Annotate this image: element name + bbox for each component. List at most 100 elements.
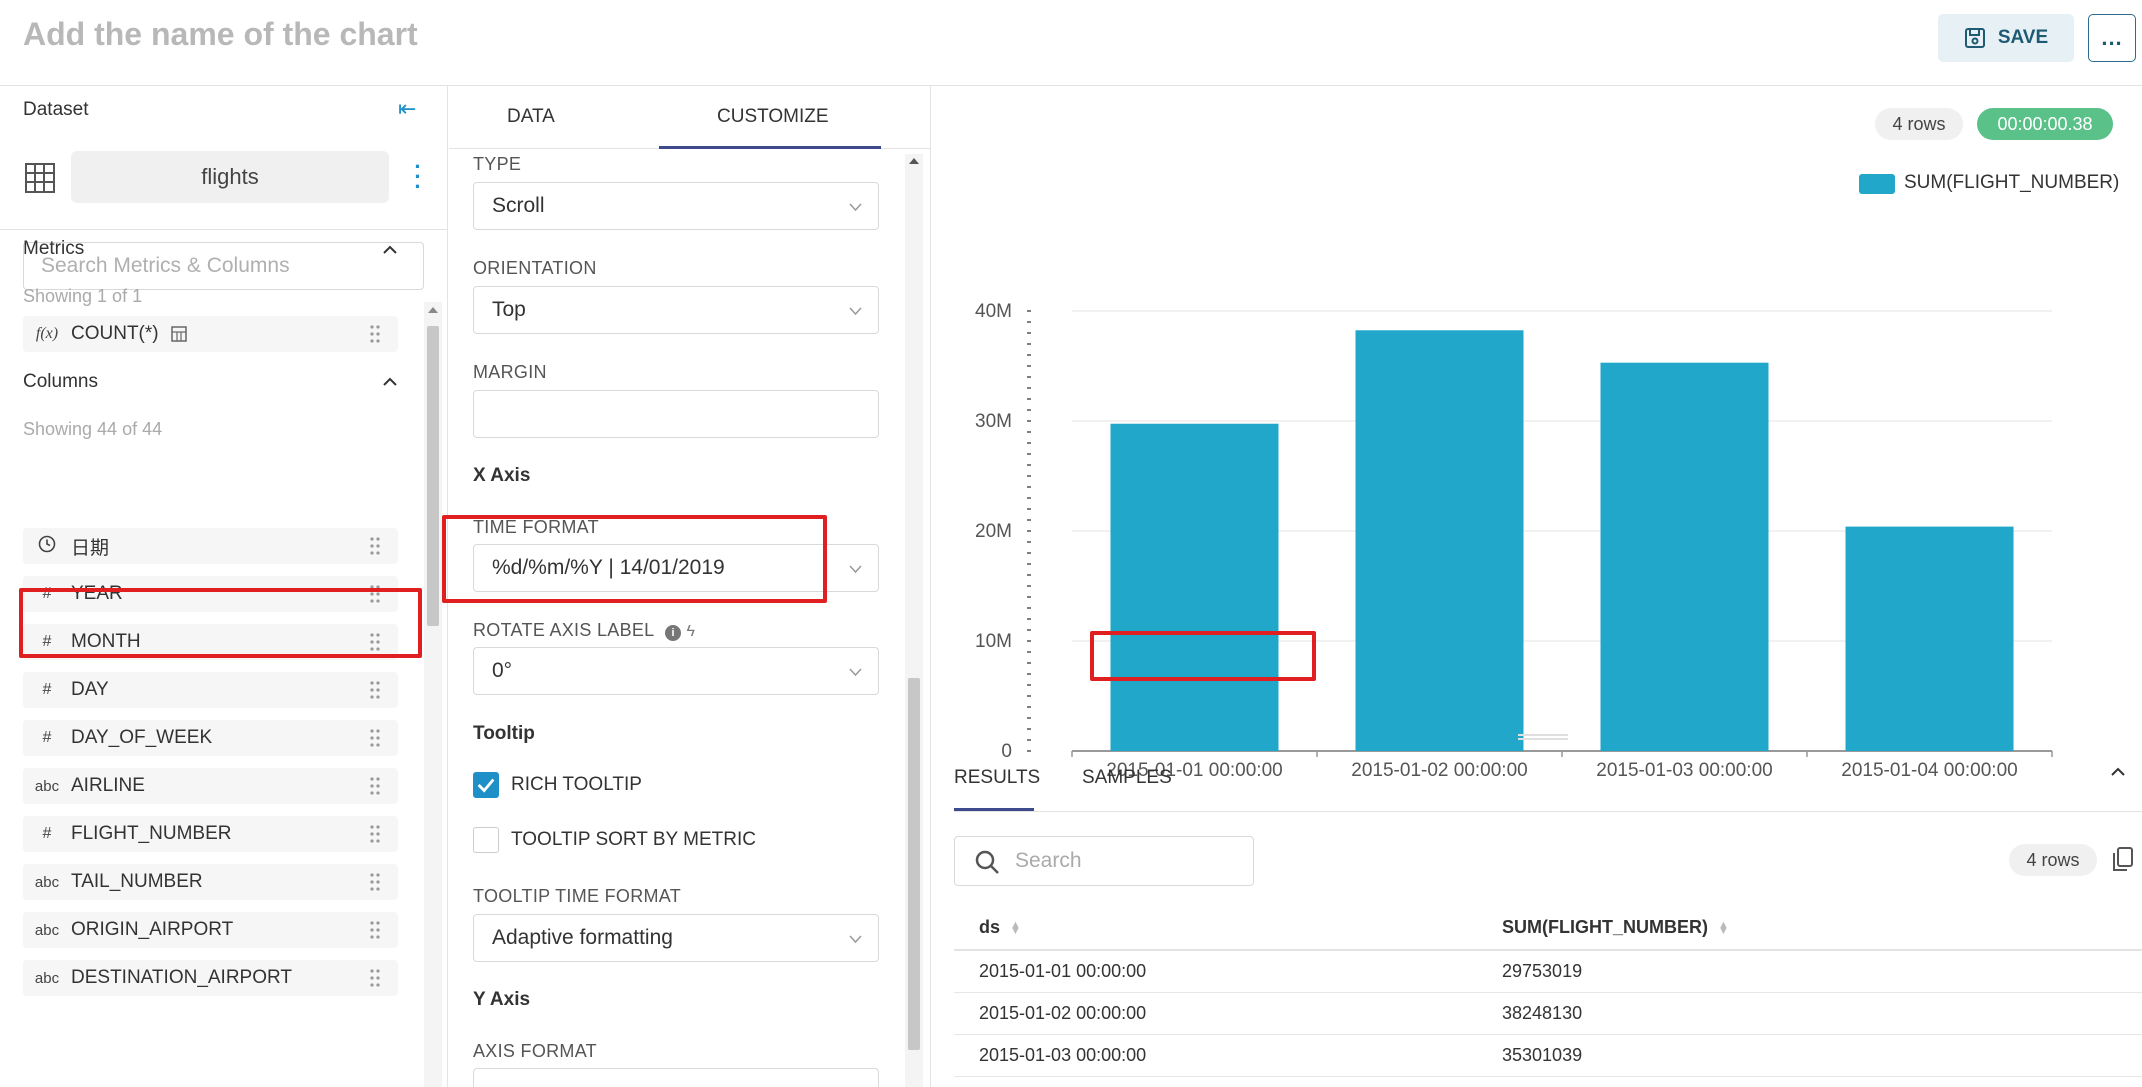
drag-handle-icon[interactable] xyxy=(370,632,380,652)
numeric-type-icon: # xyxy=(42,633,52,650)
chevron-down-icon xyxy=(849,668,862,677)
margin-input[interactable] xyxy=(473,390,879,438)
column-item[interactable]: abc DESTINATION_AIRPORT xyxy=(23,960,398,996)
bar[interactable] xyxy=(1110,423,1279,751)
string-type-icon: abc xyxy=(34,873,60,891)
collapse-panel-icon[interactable]: ⇤ xyxy=(398,96,417,121)
margin-label: MARGIN xyxy=(473,362,547,382)
rich-tooltip-label[interactable]: RICH TOOLTIP xyxy=(511,774,642,795)
chart-title-input[interactable]: Add the name of the chart xyxy=(23,16,418,52)
resize-handle[interactable] xyxy=(1518,734,1568,740)
table-cell: 2015-01-01 00:00:00 xyxy=(979,961,1147,981)
drag-handle-icon[interactable] xyxy=(370,728,380,748)
results-row-count-badge: 4 rows xyxy=(2009,844,2097,876)
scrollbar-thumb[interactable] xyxy=(427,326,439,626)
table-row: 2015-01-01 00:00:00 29753019 xyxy=(954,951,2142,993)
drag-handle-icon[interactable] xyxy=(370,536,380,556)
table-cell: 38248130 xyxy=(1502,1003,1583,1023)
table-cell: 35301039 xyxy=(1502,1045,1583,1065)
type-select[interactable]: Scroll xyxy=(473,182,879,230)
bar[interactable] xyxy=(1355,330,1524,751)
save-button[interactable]: SAVE xyxy=(1938,14,2074,62)
dataset-name[interactable]: flights xyxy=(71,151,389,203)
columns-section-title[interactable]: Columns xyxy=(23,371,98,392)
metrics-count: Showing 1 of 1 xyxy=(23,286,143,306)
drag-handle-icon[interactable] xyxy=(370,680,380,700)
x-tick-label: 2015-01-04 00:00:00 xyxy=(1841,760,2017,781)
chevron-up-icon[interactable] xyxy=(380,240,400,260)
chevron-down-icon xyxy=(849,565,862,574)
table-grid-icon xyxy=(25,163,55,193)
metric-item[interactable]: f(x) COUNT(*) xyxy=(23,316,398,352)
tab-results[interactable]: RESULTS xyxy=(954,767,1041,788)
drag-handle-icon[interactable] xyxy=(370,584,380,604)
chevron-up-icon[interactable] xyxy=(2108,762,2128,782)
string-type-icon: abc xyxy=(34,777,60,795)
clock-icon xyxy=(23,535,71,558)
bar[interactable] xyxy=(1845,526,2014,751)
column-item[interactable]: 日期 xyxy=(23,528,398,564)
row-count-badge: 4 rows xyxy=(1875,108,1963,140)
table-cell: 2015-01-02 00:00:00 xyxy=(979,1003,1147,1023)
chevron-up-icon[interactable] xyxy=(380,372,400,392)
info-icon[interactable]: i xyxy=(665,625,682,641)
table-row: 2015-01-03 00:00:00 35301039 xyxy=(954,1035,2142,1077)
tab-samples[interactable]: SAMPLES xyxy=(1082,767,1172,788)
bar[interactable] xyxy=(1600,362,1769,751)
column-item[interactable]: # DAY xyxy=(23,672,398,708)
tooltip-time-format-label: TOOLTIP TIME FORMAT xyxy=(473,886,682,906)
scroll-up-arrow[interactable] xyxy=(909,158,919,164)
rotate-axis-select[interactable]: 0° xyxy=(473,647,879,695)
drag-handle-icon[interactable] xyxy=(370,824,380,844)
drag-handle-icon[interactable] xyxy=(370,776,380,796)
drag-handle-icon[interactable] xyxy=(370,968,380,988)
save-label: SAVE xyxy=(1997,27,2049,48)
numeric-type-icon: # xyxy=(42,729,52,746)
search-metrics-input[interactable] xyxy=(23,242,424,290)
column-item[interactable]: # FLIGHT_NUMBER xyxy=(23,816,398,852)
drag-handle-icon[interactable] xyxy=(370,324,380,344)
column-item[interactable]: abc AIRLINE xyxy=(23,768,398,804)
column-name: DESTINATION_AIRPORT xyxy=(71,967,292,988)
scrollbar-thumb[interactable] xyxy=(908,678,920,1050)
time-format-select[interactable]: %d/%m/%Y | 14/01/2019 xyxy=(473,544,879,592)
column-item[interactable]: # DAY_OF_WEEK xyxy=(23,720,398,756)
metrics-section-title[interactable]: Metrics xyxy=(23,238,85,259)
more-options-button[interactable]: ... xyxy=(2088,14,2136,62)
axis-format-select[interactable] xyxy=(473,1068,879,1087)
x-tick-label: 2015-01-01 00:00:00 xyxy=(1106,760,1282,781)
orientation-value: Top xyxy=(492,298,526,321)
dataset-menu-icon[interactable]: · · · xyxy=(414,154,422,199)
tooltip-sort-checkbox[interactable] xyxy=(473,827,499,853)
scroll-up-arrow[interactable] xyxy=(428,307,438,313)
rich-tooltip-checkbox[interactable] xyxy=(473,772,499,798)
rotate-axis-label-text: ROTATE AXIS LABEL xyxy=(473,620,654,640)
x-tick-label: 2015-01-03 00:00:00 xyxy=(1596,760,1772,781)
orientation-select[interactable]: Top xyxy=(473,286,879,334)
chevron-down-icon xyxy=(849,203,862,212)
column-header-label: ds xyxy=(979,917,1001,937)
results-search-input[interactable]: Search xyxy=(954,836,1254,886)
drag-handle-icon[interactable] xyxy=(370,920,380,940)
sort-icon[interactable]: ▲ ▼ xyxy=(1717,919,1729,938)
tooltip-sort-label[interactable]: TOOLTIP SORT BY METRIC xyxy=(511,829,756,850)
legend-swatch[interactable] xyxy=(1859,174,1895,194)
legend-label[interactable]: SUM(FLIGHT_NUMBER) xyxy=(1904,172,2120,193)
column-item[interactable]: abc TAIL_NUMBER xyxy=(23,864,398,900)
type-label: TYPE xyxy=(473,154,522,174)
numeric-type-icon: # xyxy=(42,585,52,602)
tab-customize[interactable]: CUSTOMIZE xyxy=(717,106,829,127)
sort-icon[interactable]: ▲ ▼ xyxy=(1010,919,1021,938)
column-item[interactable]: abc ORIGIN_AIRPORT xyxy=(23,912,398,948)
tooltip-time-format-select[interactable]: Adaptive formatting xyxy=(473,914,879,962)
divider xyxy=(0,229,447,230)
tab-data[interactable]: DATA xyxy=(507,106,555,127)
highlight-box-x-axis-label xyxy=(1090,631,1316,681)
chart-area: 4 rows 00:00:00.38 SUM(FLIGHT_NUMBER) 0 1… xyxy=(932,86,2142,1087)
column-header-sum[interactable]: SUM(FLIGHT_NUMBER) ▲ ▼ xyxy=(1502,917,1729,938)
y-tick-label: 10M xyxy=(975,631,1012,652)
copy-icon[interactable] xyxy=(2112,846,2134,872)
drag-handle-icon[interactable] xyxy=(370,872,380,892)
active-tab-indicator xyxy=(659,146,881,149)
column-header-ds[interactable]: ds ▲ ▼ xyxy=(979,917,1021,938)
